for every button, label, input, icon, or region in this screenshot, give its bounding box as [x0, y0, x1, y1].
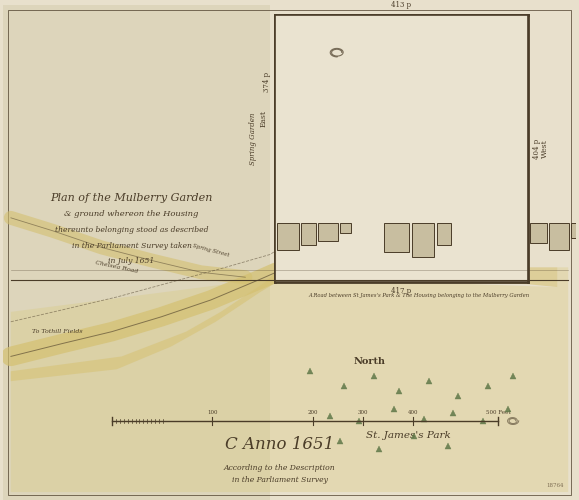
Text: Ground whereon the Housing stood
& Encroached out of the Waste: Ground whereon the Housing stood & Encro…	[431, 249, 526, 260]
Bar	[437, 223, 452, 244]
Text: According to the Description: According to the Description	[224, 464, 335, 472]
Polygon shape	[11, 268, 568, 492]
Bar	[318, 223, 338, 240]
Text: St. James's Park: St. James's Park	[367, 431, 451, 440]
Bar	[275, 15, 527, 282]
Bar	[3, 5, 270, 500]
Text: West: West	[541, 139, 549, 158]
Text: 374 p: 374 p	[263, 72, 271, 92]
Text: The other part planted with White Thorn: The other part planted with White Thorn	[314, 146, 459, 154]
Text: in July 1651: in July 1651	[108, 258, 155, 266]
Bar	[277, 223, 299, 250]
Text: Part used as a Bowling Alley: Part used as a Bowling Alley	[336, 115, 437, 123]
Text: 500 Feet: 500 Feet	[486, 410, 510, 415]
Text: Part planted with several sorts of Fruit trees: Part planted with several sorts of Fruit…	[307, 130, 466, 138]
Bar	[339, 223, 351, 232]
Text: Paling Street being: Paling Street being	[384, 15, 438, 20]
Bar	[549, 223, 569, 250]
Text: Spring Street: Spring Street	[192, 243, 230, 258]
Text: 400: 400	[408, 410, 418, 415]
Text: in manner of a Wilderness or Maze Walk: in manner of a Wilderness or Maze Walk	[312, 162, 461, 170]
Text: Chelsea Road: Chelsea Road	[95, 260, 138, 274]
Text: in the Parliament Survey taken: in the Parliament Survey taken	[72, 242, 192, 250]
Bar	[384, 223, 409, 252]
Text: 300: 300	[357, 410, 368, 415]
Text: Plan of the Mulberry Garden: Plan of the Mulberry Garden	[50, 193, 212, 203]
Polygon shape	[11, 268, 558, 381]
Text: 404 p: 404 p	[533, 138, 541, 158]
Text: East: East	[259, 110, 267, 128]
Text: 413 p: 413 p	[391, 1, 412, 9]
Text: The Mulberry Garden: The Mulberry Garden	[305, 67, 458, 81]
Text: Spring Garden: Spring Garden	[250, 112, 257, 165]
Text: thereunto belonging stood as described: thereunto belonging stood as described	[55, 226, 208, 234]
Bar	[412, 223, 434, 258]
Text: 200: 200	[307, 410, 318, 415]
Text: C Anno 1651: C Anno 1651	[225, 436, 334, 453]
Text: 100: 100	[207, 410, 218, 415]
Text: 417 p: 417 p	[391, 287, 412, 295]
Text: A Road between St James's Park & The Housing belonging to the Mulberry Garden: A Road between St James's Park & The Hou…	[308, 292, 529, 298]
Bar	[571, 223, 579, 238]
Text: To Tothill Fields: To Tothill Fields	[32, 329, 83, 334]
Text: 18764: 18764	[547, 483, 565, 488]
Bar	[301, 223, 316, 244]
Text: in the Parliament Survey: in the Parliament Survey	[232, 476, 328, 484]
Text: & ground whereon the Housing: & ground whereon the Housing	[64, 210, 199, 218]
Bar	[530, 223, 547, 242]
Text: North: North	[353, 357, 385, 366]
Text: South: South	[390, 24, 413, 32]
